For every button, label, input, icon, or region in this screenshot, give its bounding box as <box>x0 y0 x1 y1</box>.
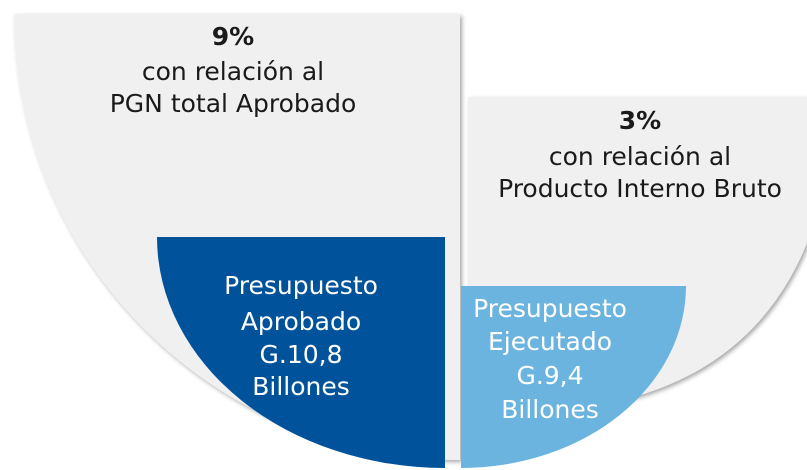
approved-budget: Presupuesto <box>224 271 378 300</box>
approved-budget: G.10,8 <box>260 340 343 369</box>
executed-budget: Billones <box>501 395 599 424</box>
executed-description: Producto Interno Bruto <box>498 174 782 203</box>
approved-quadrant <box>157 237 445 468</box>
approved-description: PGN total Aprobado <box>110 89 357 118</box>
executed-description: con relación al <box>549 142 731 171</box>
approved-budget: Billones <box>252 372 350 401</box>
approved-budget: Aprobado <box>241 307 361 336</box>
executed-budget: G.9,4 <box>516 361 583 390</box>
executed-budget: Ejecutado <box>488 327 612 356</box>
executed-percent: 3% <box>619 106 661 135</box>
executed-quadrant <box>461 286 686 468</box>
executed-budget: Presupuesto <box>473 294 627 323</box>
approved-description: con relación al <box>142 57 324 86</box>
approved-percent: 9% <box>212 22 254 51</box>
